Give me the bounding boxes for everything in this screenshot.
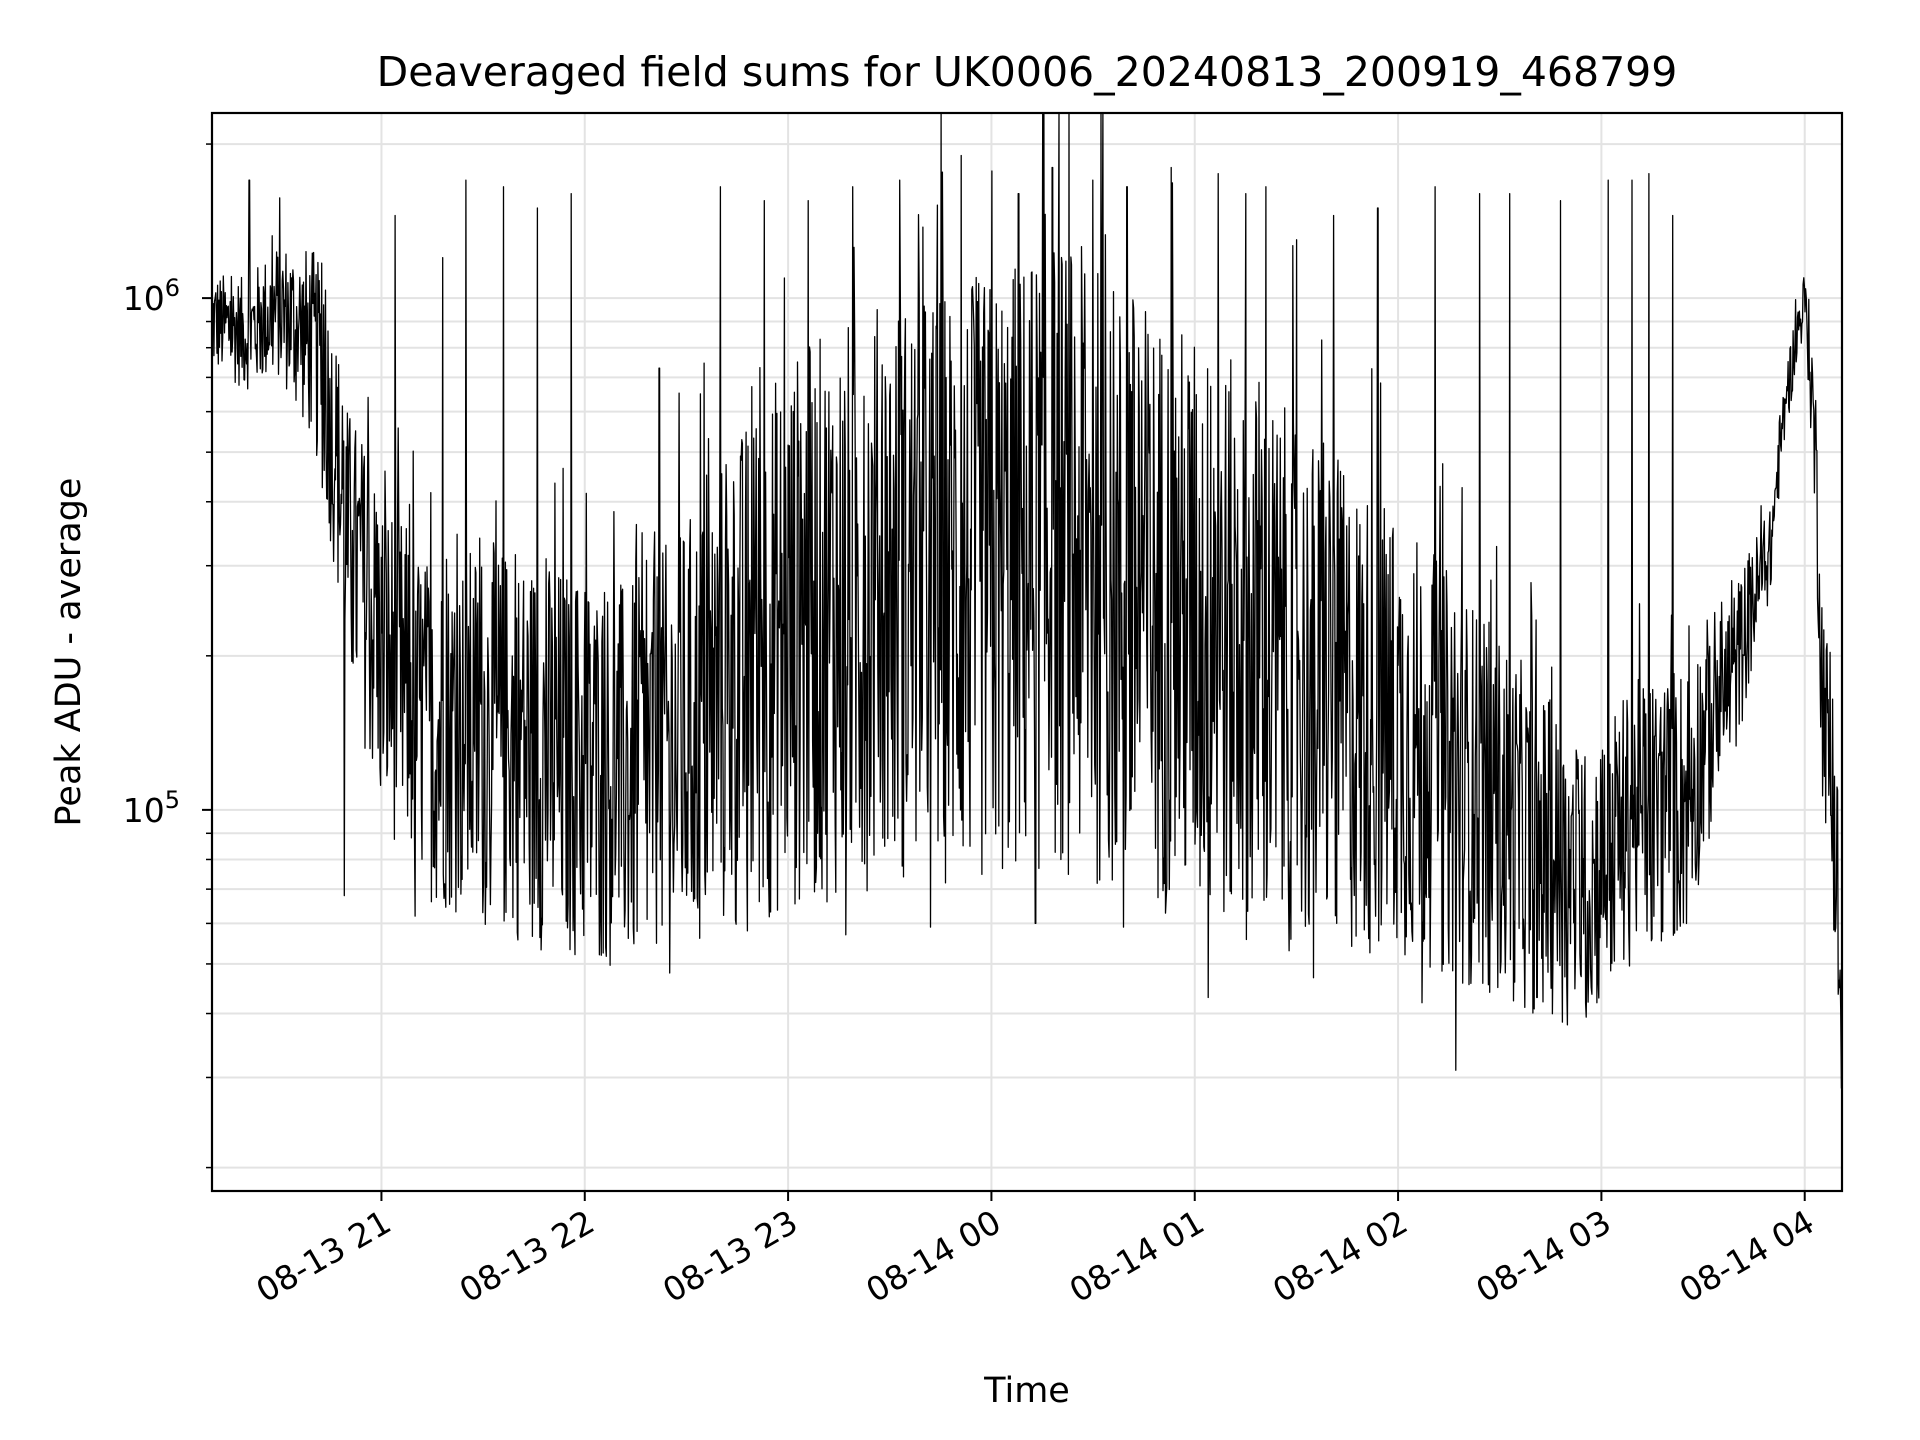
x-axis-label: Time: [983, 1371, 1070, 1411]
chart-title: Deaveraged field sums for UK0006_2024081…: [377, 48, 1678, 96]
y-tick-label: 106: [123, 274, 180, 318]
series-line: [211, 112, 1843, 1089]
y-axis: 105 106: [123, 143, 212, 1169]
y-axis-label: Peak ADU - average: [49, 478, 89, 827]
data-series: [211, 112, 1843, 1089]
plot-frame: [210, 111, 1844, 1193]
y-tick-label: 105: [123, 786, 180, 830]
